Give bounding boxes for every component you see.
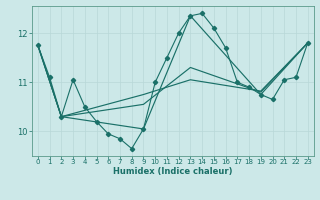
X-axis label: Humidex (Indice chaleur): Humidex (Indice chaleur) — [113, 167, 233, 176]
